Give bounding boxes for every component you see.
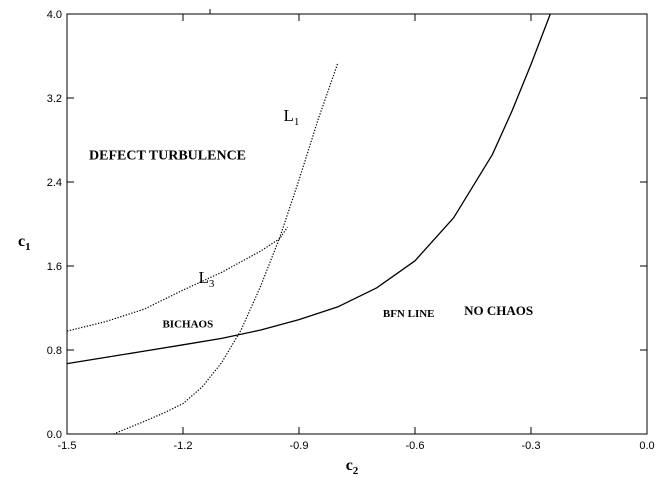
- curve-label-l1: L1: [284, 106, 300, 128]
- data-point: [113, 434, 114, 435]
- data-point: [67, 363, 68, 364]
- data-point: [260, 330, 261, 331]
- data-point: [531, 64, 532, 65]
- data-point: [511, 111, 512, 112]
- data-point: [144, 351, 145, 352]
- data-point: [453, 217, 454, 218]
- data-point: [260, 287, 261, 288]
- data-point: [241, 330, 242, 331]
- x-axis-label: c2: [346, 457, 359, 477]
- data-point: [299, 319, 300, 320]
- data-point: [337, 63, 338, 64]
- plot-frame: [66, 13, 648, 435]
- data-point: [550, 14, 551, 15]
- x-tick-label: -0.3: [522, 440, 541, 452]
- x-tick-label: -0.9: [290, 440, 309, 452]
- bfn-line-curve: [66, 13, 551, 365]
- data-point: [144, 421, 145, 422]
- data-point: [318, 119, 319, 120]
- data-point: [144, 309, 145, 310]
- data-point: [183, 344, 184, 345]
- data-point: [221, 272, 222, 273]
- y-tick-label: 0.8: [47, 345, 62, 357]
- region-label-bfn-line: BFN LINE: [383, 308, 435, 320]
- data-point: [337, 306, 338, 307]
- x-tick-label: -1.2: [174, 440, 193, 452]
- curves: [66, 13, 551, 435]
- data-point: [183, 403, 184, 404]
- y-tick-label: 4.0: [47, 9, 62, 21]
- y-tick-label: 2.4: [47, 177, 62, 189]
- l1-curve: [113, 63, 339, 435]
- data-point: [279, 237, 280, 238]
- x-tick-label: -1.5: [58, 440, 77, 452]
- data-point: [260, 251, 261, 252]
- data-point: [163, 413, 164, 414]
- y-tick-label: 1.6: [47, 261, 62, 273]
- chart-texts: -1.5 -1.2 -0.9 -0.6 -0.3 0.0 0.0 0.8 1.6 2.4 3.2 4.…: [47, 9, 655, 452]
- data-point: [279, 238, 280, 239]
- data-point: [299, 179, 300, 180]
- data-point: [105, 357, 106, 358]
- data-point: [183, 290, 184, 291]
- data-point: [67, 331, 68, 332]
- y-tick-label: 0.0: [47, 429, 62, 441]
- region-label-no-chaos: NO CHAOS: [464, 303, 533, 318]
- data-point: [376, 288, 377, 289]
- region-label-defect-turbulence: DEFECT TURBULENCE: [89, 149, 246, 164]
- y-axis-label: c1: [18, 233, 31, 253]
- region-label-bichaos: BICHAOS: [162, 319, 213, 331]
- data-point: [415, 260, 416, 261]
- l3-curve: [66, 226, 288, 332]
- x-tick-label: 0.0: [639, 440, 654, 452]
- y-tick-label: 3.2: [47, 93, 62, 105]
- curve-label-l3: L3: [198, 268, 214, 290]
- data-point: [492, 154, 493, 155]
- data-point: [287, 227, 288, 228]
- data-point: [221, 362, 222, 363]
- x-tick-label: -0.6: [406, 440, 425, 452]
- data-point: [221, 338, 222, 339]
- axis-ticks: [66, 13, 648, 435]
- data-point: [202, 386, 203, 387]
- data-point: [105, 321, 106, 322]
